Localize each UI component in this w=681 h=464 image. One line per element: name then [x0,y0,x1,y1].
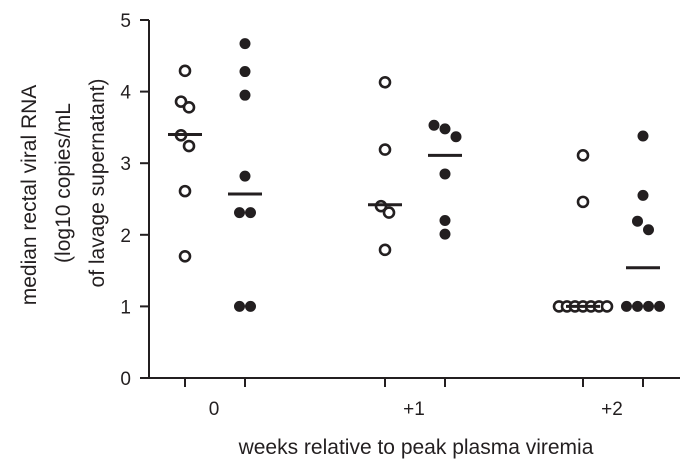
y-tick-label: 2 [120,226,131,247]
filled-circle-point [439,228,451,240]
y-tick-label: 0 [120,369,131,390]
open-circle-point [382,206,396,219]
open-circle-point [378,75,392,89]
filled-circle-point [632,215,643,227]
x-tick-label: +1 [403,399,425,420]
filled-circle-point [637,130,649,142]
open-circle-point [174,95,188,108]
filled-circle-point [439,123,451,135]
data-marks [168,38,665,313]
filled-circle-point [234,300,245,312]
y-axis-title-line-2: (log10 copies/mL [52,103,75,263]
y-tick-label: 1 [120,297,131,318]
x-tick-label: 0 [209,399,220,420]
y-axis-title-line-3: of lavage supernatant) [86,79,109,288]
open-circle-point [576,149,590,162]
filled-circle-point [621,300,632,312]
y-tick-label: 3 [120,154,131,175]
y-axis-title-line-1: median rectal viral RNA [18,85,41,306]
filled-circle-point [239,89,251,101]
filled-circle-point [239,38,251,50]
y-tick-label: 5 [120,11,131,32]
open-circle-point [576,195,590,209]
filled-circle-point [654,300,665,312]
filled-circle-point [245,207,256,219]
y-tick-label: 4 [120,83,131,104]
open-circle-point [178,249,192,263]
filled-circle-point [450,131,462,143]
open-circle-point [600,300,614,313]
open-circle-point [182,101,196,114]
open-circle-point [182,139,196,153]
filled-circle-point [245,300,256,312]
axes: 0 1 2 3 4 5 0 +1 +2 [120,11,680,420]
filled-circle-point [439,168,451,180]
filled-circle-point [643,300,654,312]
x-axis-title: weeks relative to peak plasma viremia [238,436,594,459]
filled-circle-point [239,170,251,182]
filled-circle-point [239,66,251,78]
open-circle-point [378,143,392,156]
open-circle-point [178,64,192,78]
filled-circle-point [439,214,451,226]
filled-circle-point [428,119,440,131]
open-circle-point [378,243,392,257]
filled-circle-point [643,224,654,236]
filled-circle-point [632,300,643,312]
filled-circle-point [637,189,649,201]
open-circle-point [178,184,192,198]
y-axis-title: median rectal viral RNA (log10 copies/mL… [18,79,109,306]
filled-circle-point [234,207,245,219]
x-tick-label: +2 [601,399,623,420]
